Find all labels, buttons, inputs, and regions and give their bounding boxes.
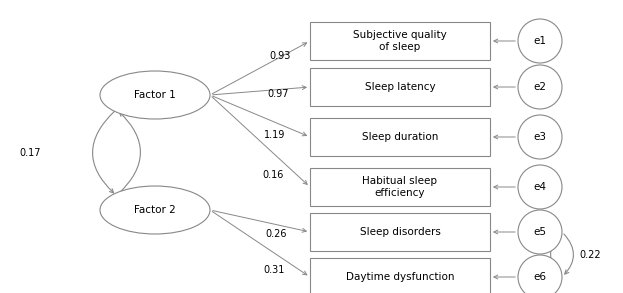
Text: Habitual sleep
efficiency: Habitual sleep efficiency [363, 176, 437, 198]
Ellipse shape [100, 71, 210, 119]
Circle shape [518, 255, 562, 293]
Text: Daytime dysfunction: Daytime dysfunction [346, 272, 454, 282]
Text: 0.26: 0.26 [265, 229, 287, 239]
FancyArrowPatch shape [551, 235, 560, 275]
Text: 0.97: 0.97 [267, 89, 288, 99]
Text: Factor 1: Factor 1 [134, 90, 176, 100]
Circle shape [518, 115, 562, 159]
Circle shape [518, 165, 562, 209]
FancyBboxPatch shape [310, 258, 490, 293]
Text: 0.22: 0.22 [579, 250, 601, 260]
Text: Subjective quality
of sleep: Subjective quality of sleep [353, 30, 447, 52]
Text: Sleep disorders: Sleep disorders [359, 227, 440, 237]
Text: Factor 2: Factor 2 [134, 205, 176, 215]
Text: Sleep latency: Sleep latency [364, 82, 435, 92]
Text: e6: e6 [533, 272, 546, 282]
Circle shape [518, 65, 562, 109]
FancyBboxPatch shape [310, 213, 490, 251]
Text: e3: e3 [533, 132, 546, 142]
Text: Sleep duration: Sleep duration [362, 132, 438, 142]
Ellipse shape [100, 186, 210, 234]
Text: 1.19: 1.19 [264, 130, 286, 140]
FancyBboxPatch shape [310, 22, 490, 60]
Text: e5: e5 [533, 227, 546, 237]
Text: e2: e2 [533, 82, 546, 92]
Text: 0.31: 0.31 [264, 265, 285, 275]
Circle shape [518, 19, 562, 63]
FancyBboxPatch shape [310, 68, 490, 106]
Text: 0.16: 0.16 [262, 170, 284, 180]
Text: 0.93: 0.93 [270, 51, 291, 61]
Text: 0.17: 0.17 [19, 147, 40, 158]
FancyArrowPatch shape [93, 111, 115, 193]
FancyArrowPatch shape [118, 112, 140, 194]
FancyBboxPatch shape [310, 168, 490, 206]
Circle shape [518, 210, 562, 254]
FancyArrowPatch shape [564, 234, 573, 274]
FancyBboxPatch shape [310, 118, 490, 156]
Text: e1: e1 [533, 36, 546, 46]
Text: e4: e4 [533, 182, 546, 192]
